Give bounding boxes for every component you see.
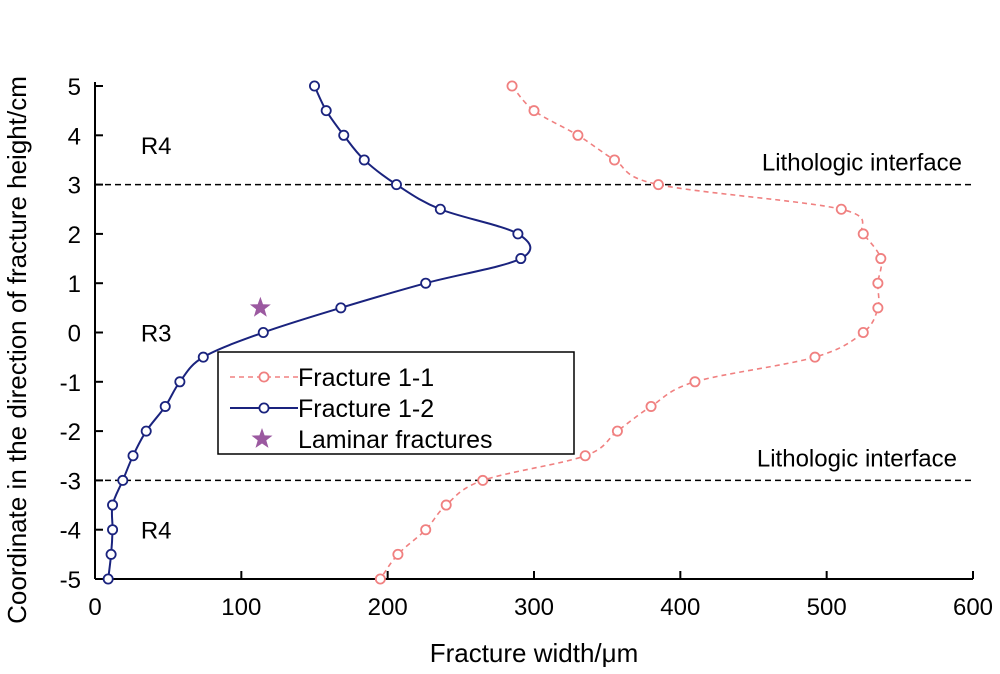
lithologic-interface-label: Lithologic interface — [762, 150, 962, 177]
data-point — [652, 179, 664, 191]
series-line — [107, 85, 532, 580]
data-point — [335, 302, 347, 314]
y-axis-title: Coordinate in the direction of fracture … — [2, 76, 32, 624]
y-tick-label: -1 — [60, 370, 81, 397]
y-tick-label: 3 — [68, 173, 81, 200]
reference-lines: Lithologic interface Lithologic interface — [95, 150, 973, 482]
data-point — [506, 80, 518, 92]
data-point — [440, 499, 452, 511]
y-tick-label: -2 — [60, 419, 81, 446]
data-point — [872, 302, 884, 314]
data-point — [611, 425, 623, 437]
labels-layer: R4 R3 R4 — [141, 133, 172, 545]
data-point — [105, 548, 117, 560]
legend-label: Fracture 1-1 — [298, 364, 434, 392]
data-point — [809, 351, 821, 363]
legend-marker — [258, 371, 270, 383]
x-tick-label: 300 — [514, 594, 554, 621]
data-point — [392, 548, 404, 560]
y-tick-label: 1 — [68, 271, 81, 298]
data-point — [477, 474, 489, 486]
lithologic-interface-label: Lithologic interface — [757, 445, 957, 472]
legend: Fracture 1-1 Fracture 1-2 Laminar fracture… — [217, 351, 575, 455]
data-point — [872, 277, 884, 289]
x-tick-label: 600 — [953, 594, 993, 621]
data-point — [420, 524, 432, 536]
data-point — [875, 253, 887, 265]
x-tick-label: 400 — [660, 594, 700, 621]
series-2 — [102, 80, 532, 585]
data-point — [107, 499, 119, 511]
data-point — [107, 524, 119, 536]
data-point — [857, 228, 869, 240]
data-point — [512, 228, 524, 240]
legend-entry: Fracture 1-1 — [230, 364, 434, 392]
data-point — [374, 573, 386, 585]
legend-entry: Fracture 1-2 — [230, 395, 434, 423]
data-point — [197, 351, 209, 363]
data-point — [338, 129, 350, 141]
data-point — [857, 326, 869, 338]
data-point — [308, 80, 320, 92]
data-point — [835, 203, 847, 215]
legend-label: Laminar fractures — [298, 426, 493, 454]
data-point — [572, 129, 584, 141]
legend-label: Fracture 1-2 — [298, 395, 434, 423]
x-tick-label: 0 — [88, 594, 101, 621]
data-point — [102, 573, 114, 585]
y-tick-label: 5 — [68, 74, 81, 101]
data-point — [140, 425, 152, 437]
laminar-fracture-marker — [249, 296, 271, 317]
y-tick-label: -5 — [60, 567, 81, 594]
x-axis-title: Fracture width/μm — [430, 638, 639, 668]
data-point — [420, 277, 432, 289]
y-tick-label: 4 — [68, 123, 81, 150]
data-point — [358, 154, 370, 166]
x-tick-label: 500 — [807, 594, 847, 621]
region-label: R3 — [141, 321, 172, 348]
series-layer — [102, 80, 887, 585]
data-point — [390, 179, 402, 191]
region-label: R4 — [141, 518, 172, 545]
y-tick-label: -4 — [60, 518, 81, 545]
data-point — [117, 474, 129, 486]
data-point — [159, 400, 171, 412]
y-tick-label: 0 — [68, 321, 81, 348]
data-point — [528, 105, 540, 117]
series-line — [379, 85, 883, 580]
y-tick-label: -3 — [60, 468, 81, 495]
data-point — [645, 400, 657, 412]
data-point — [257, 326, 269, 338]
data-point — [608, 154, 620, 166]
series-1 — [374, 80, 887, 585]
legend-marker — [251, 428, 273, 448]
y-tick-label: 2 — [68, 222, 81, 249]
data-point — [579, 450, 591, 462]
legend-marker — [258, 402, 270, 414]
data-point — [320, 105, 332, 117]
data-point — [515, 253, 527, 265]
data-point — [689, 376, 701, 388]
x-tick-label: 200 — [368, 594, 408, 621]
data-point — [127, 450, 139, 462]
region-label: R4 — [141, 133, 172, 160]
x-tick-label: 100 — [221, 594, 261, 621]
legend-entry: Laminar fractures — [251, 426, 493, 454]
data-point — [434, 203, 446, 215]
data-point — [174, 376, 186, 388]
plot-axes: 0 100 200 300 400 500 600 5 4 3 2 1 0 -1 -2 -3 -4 -5 — [60, 74, 993, 621]
legend-box — [217, 351, 575, 455]
